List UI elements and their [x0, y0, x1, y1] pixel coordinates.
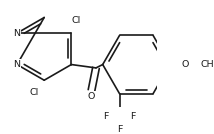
Text: O: O: [88, 92, 95, 101]
Text: O: O: [182, 60, 189, 69]
Text: CH₃: CH₃: [200, 60, 214, 69]
Text: F: F: [117, 125, 122, 134]
Text: Cl: Cl: [71, 16, 80, 25]
Text: F: F: [103, 111, 109, 121]
Text: F: F: [130, 111, 136, 121]
Text: Cl: Cl: [30, 88, 39, 97]
Text: N: N: [13, 60, 21, 69]
Text: N: N: [13, 29, 21, 38]
